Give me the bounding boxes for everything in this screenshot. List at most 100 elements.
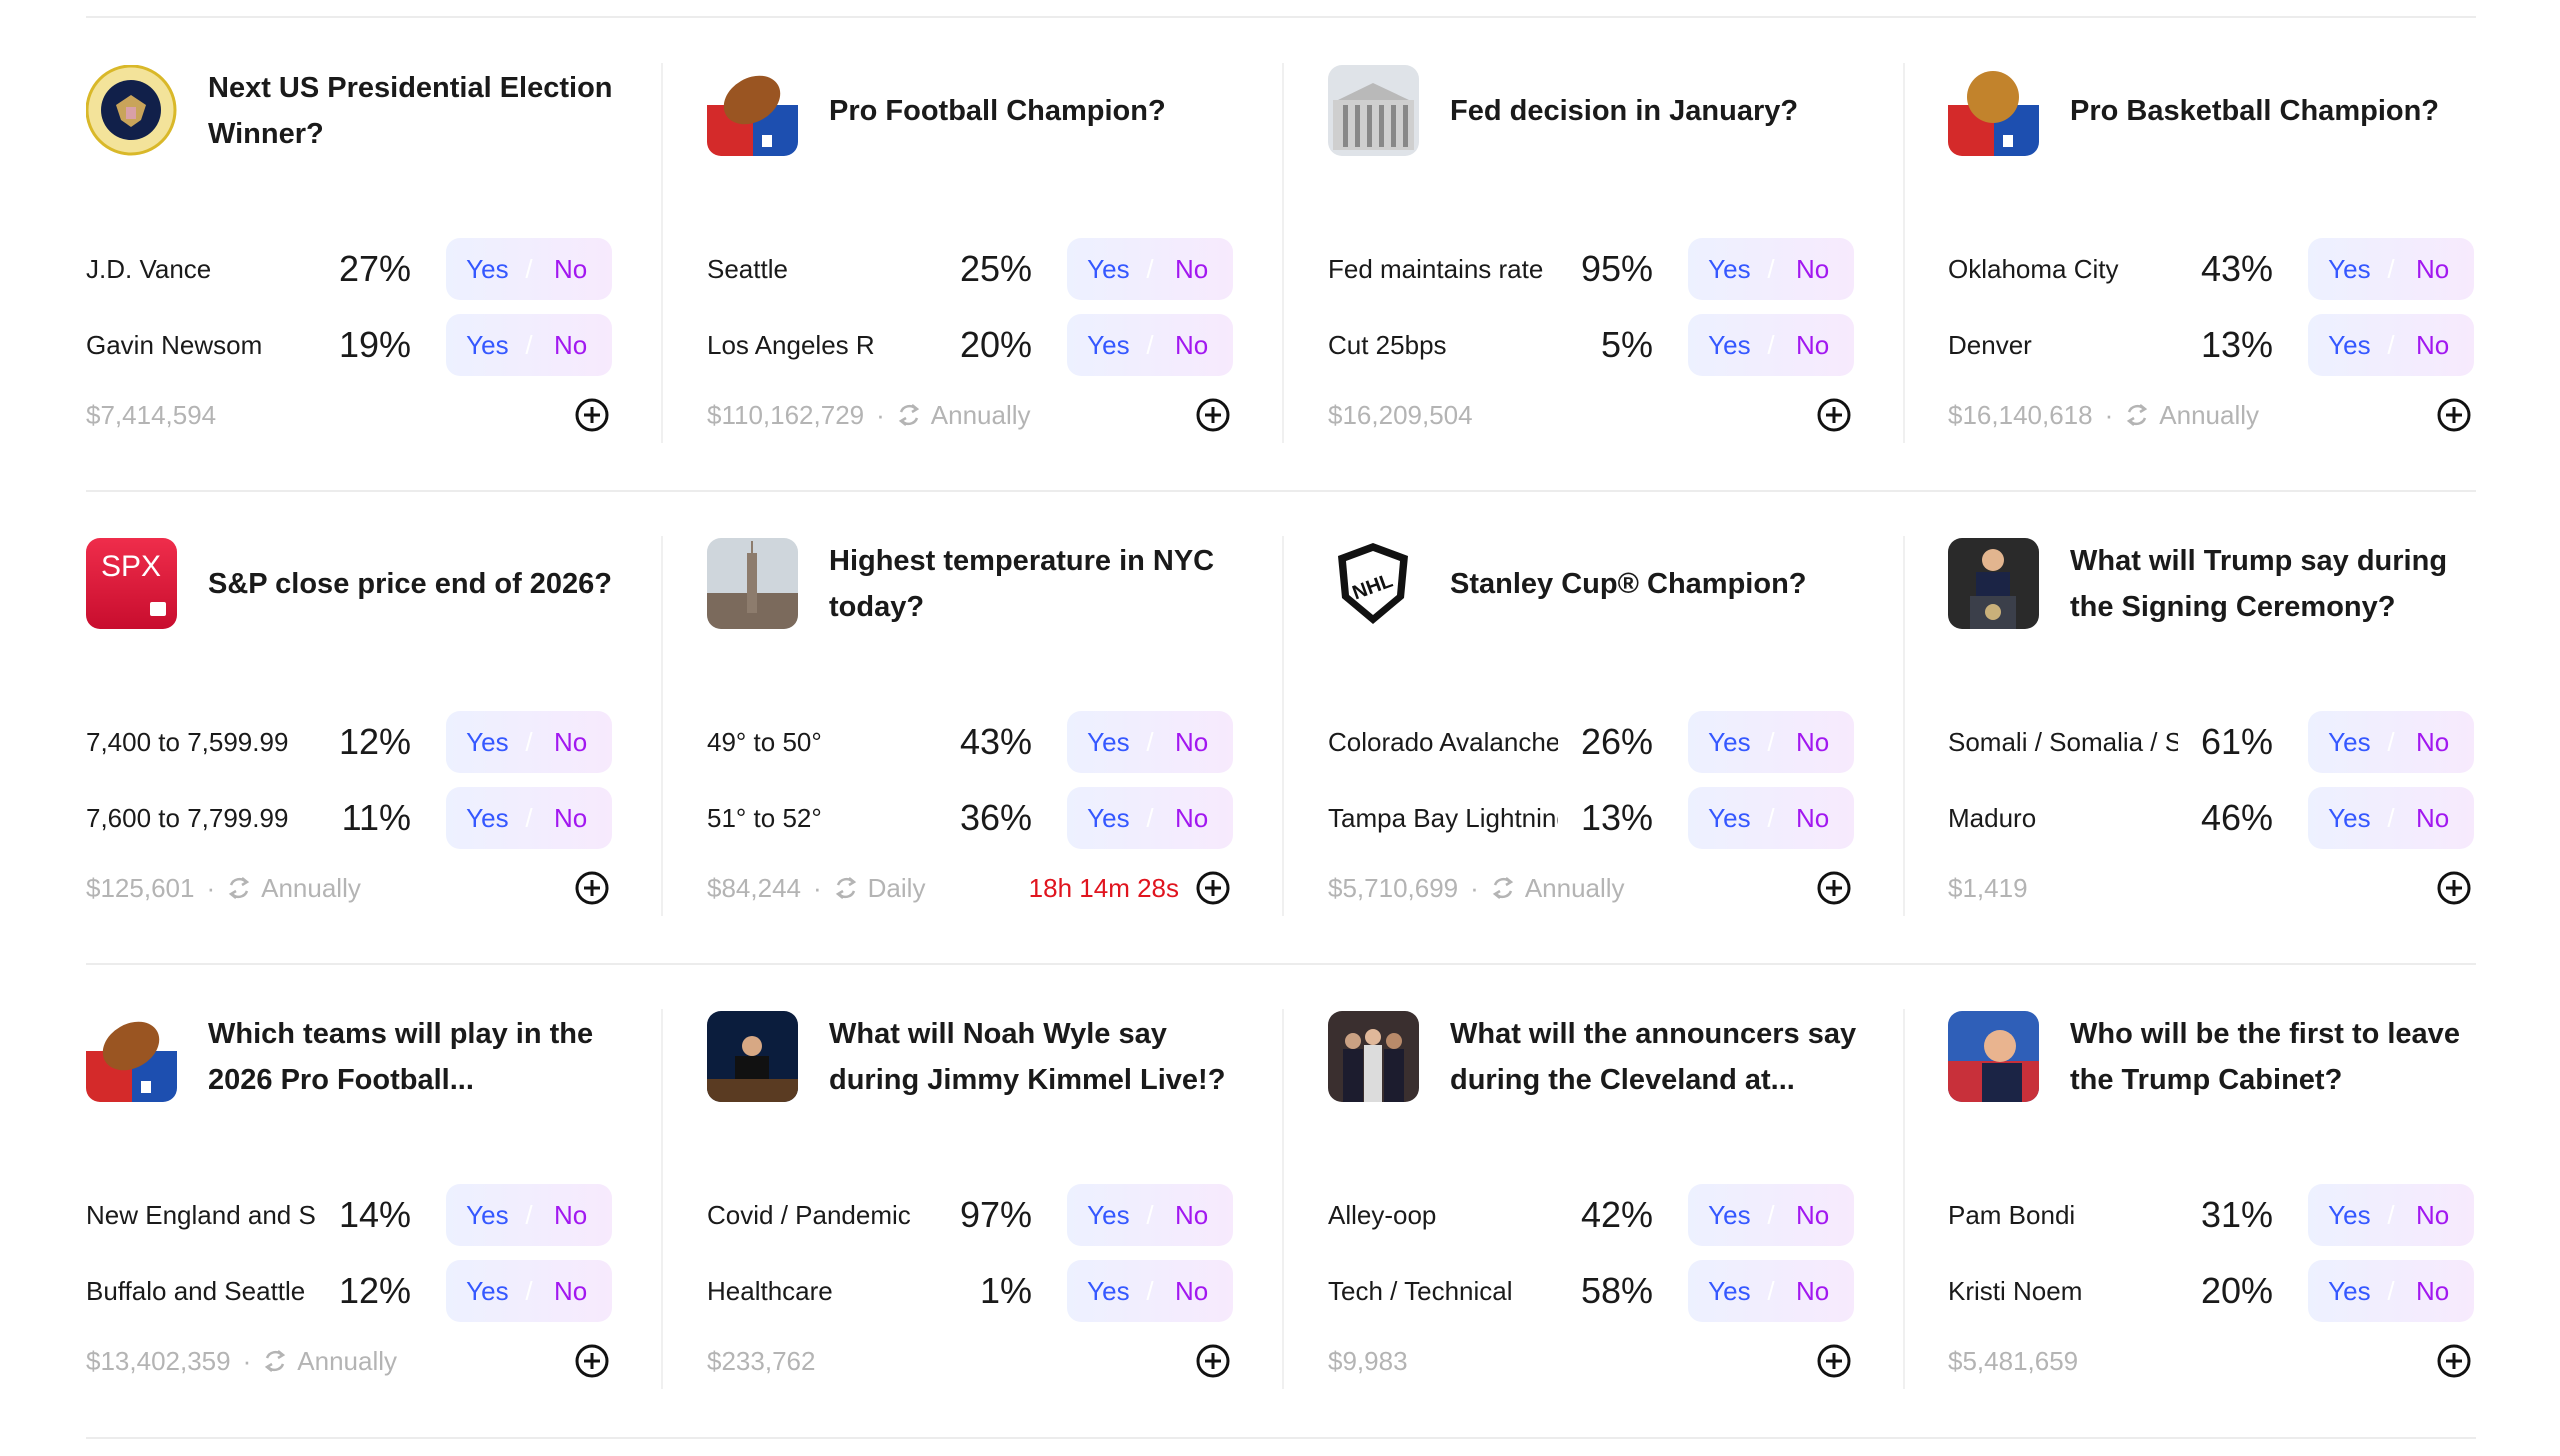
add-plus-icon[interactable]	[574, 870, 610, 906]
market-title[interactable]: What will the announcers say during the …	[1450, 1017, 1857, 1096]
no-button[interactable]: No	[553, 253, 588, 284]
market-card[interactable]: Who will be the first to leave the Trump…	[1948, 1011, 2478, 1411]
market-title[interactable]: Stanley Cup® Champion?	[1450, 567, 1807, 600]
market-card[interactable]: Pro Football Champion? Seattle 25% Yes / No Lo…	[707, 65, 1237, 465]
divider-slash: /	[2387, 1199, 2395, 1230]
add-plus-icon[interactable]	[2436, 870, 2472, 906]
market-title[interactable]: What will Trump say during the Signing C…	[2070, 544, 2448, 623]
no-button[interactable]: No	[553, 1275, 588, 1306]
yes-button[interactable]: Yes	[466, 802, 509, 833]
divider-slash: /	[1146, 1199, 1154, 1230]
yes-button[interactable]: Yes	[466, 726, 509, 757]
outcome-label: Buffalo and Seattle	[86, 1276, 306, 1306]
market-card[interactable]: Fed decision in January? Fed maintains ra…	[1328, 65, 1858, 465]
no-button[interactable]: No	[2415, 253, 2450, 284]
add-plus-icon[interactable]	[1195, 397, 1231, 433]
no-button[interactable]: No	[2415, 329, 2450, 360]
market-title[interactable]: Fed decision in January?	[1450, 94, 1799, 127]
yes-button[interactable]: Yes	[466, 253, 509, 284]
market-title[interactable]: What will Noah Wyle say during Jimmy Kim…	[829, 1017, 1226, 1096]
add-plus-icon[interactable]	[1816, 397, 1852, 433]
no-button[interactable]: No	[1174, 726, 1209, 757]
yes-button[interactable]: Yes	[1708, 1199, 1751, 1230]
yes-button[interactable]: Yes	[2328, 329, 2371, 360]
add-plus-icon[interactable]	[1195, 1343, 1231, 1379]
market-card[interactable]: What will the announcers say during the …	[1328, 1011, 1858, 1411]
no-button[interactable]: No	[2415, 802, 2450, 833]
market-title[interactable]: Next US Presidential Election Winner?	[208, 71, 613, 150]
no-button[interactable]: No	[2415, 1199, 2450, 1230]
no-button[interactable]: No	[2415, 1275, 2450, 1306]
no-button[interactable]: No	[2415, 726, 2450, 757]
outcome-label: Alley-oop	[1328, 1200, 1437, 1230]
add-plus-icon[interactable]	[1816, 1343, 1852, 1379]
add-plus-icon[interactable]	[574, 397, 610, 433]
yes-button[interactable]: Yes	[1087, 802, 1130, 833]
yes-button[interactable]: Yes	[1708, 726, 1751, 757]
add-plus-icon[interactable]	[2436, 397, 2472, 433]
outcome-probability: 46%	[2200, 797, 2273, 838]
market-card[interactable]: Pro Basketball Champion? Oklahoma City 43%…	[1948, 65, 2478, 465]
outcome-probability: 5%	[1600, 324, 1653, 365]
market-title[interactable]: Pro Football Champion?	[829, 94, 1166, 127]
divider-slash: /	[2387, 329, 2395, 360]
add-plus-icon[interactable]	[2436, 1343, 2472, 1379]
yes-button[interactable]: Yes	[1708, 253, 1751, 284]
yes-button[interactable]: Yes	[1087, 1275, 1130, 1306]
no-button[interactable]: No	[553, 329, 588, 360]
market-title[interactable]: Who will be the first to leave the Trump…	[2070, 1017, 2460, 1096]
no-button[interactable]: No	[1174, 253, 1209, 284]
yes-button[interactable]: Yes	[1087, 726, 1130, 757]
yes-button[interactable]: Yes	[466, 329, 509, 360]
no-button[interactable]: No	[553, 802, 588, 833]
no-button[interactable]: No	[1795, 726, 1830, 757]
no-button[interactable]: No	[1795, 1199, 1830, 1230]
add-plus-icon[interactable]	[574, 1343, 610, 1379]
yes-button[interactable]: Yes	[2328, 1199, 2371, 1230]
market-title[interactable]: S&P close price end of 2026?	[208, 567, 613, 600]
divider-slash: /	[1146, 802, 1154, 833]
yes-button[interactable]: Yes	[1087, 253, 1130, 284]
market-card[interactable]: SPX S&P close price end of 2026? 7,400 to …	[86, 538, 616, 938]
row-divider	[86, 16, 2476, 18]
outcome-row: Cut 25bps 5% Yes / No	[1328, 314, 1858, 376]
outcome-probability: 31%	[2200, 1194, 2273, 1235]
market-card[interactable]: Highest temperature in NYC today? 49° to …	[707, 538, 1237, 938]
yes-button[interactable]: Yes	[1087, 1199, 1130, 1230]
market-title[interactable]: Which teams will play in the 2026 Pro Fo…	[208, 1017, 594, 1096]
yes-button[interactable]: Yes	[466, 1199, 509, 1230]
yes-button[interactable]: Yes	[1708, 802, 1751, 833]
no-button[interactable]: No	[1174, 1199, 1209, 1230]
market-card[interactable]: What will Trump say during the Signing C…	[1948, 538, 2478, 938]
market-card[interactable]: Next US Presidential Election Winner? J.D…	[86, 65, 616, 465]
yes-no-toggle: Yes / No	[2308, 711, 2474, 773]
no-button[interactable]: No	[1795, 253, 1830, 284]
no-button[interactable]: No	[1795, 802, 1830, 833]
no-button[interactable]: No	[1174, 802, 1209, 833]
no-button[interactable]: No	[1795, 1275, 1830, 1306]
outcome-probability: 20%	[959, 324, 1032, 365]
no-button[interactable]: No	[553, 1199, 588, 1230]
yes-button[interactable]: Yes	[2328, 253, 2371, 284]
market-card[interactable]: Which teams will play in the 2026 Pro Fo…	[86, 1011, 616, 1411]
add-plus-icon[interactable]	[1195, 870, 1231, 906]
add-plus-icon[interactable]	[1816, 870, 1852, 906]
yes-button[interactable]: Yes	[466, 1275, 509, 1306]
yes-button[interactable]: Yes	[2328, 1275, 2371, 1306]
market-card[interactable]: What will Noah Wyle say during Jimmy Kim…	[707, 1011, 1237, 1411]
yes-button[interactable]: Yes	[2328, 802, 2371, 833]
yes-button[interactable]: Yes	[1087, 329, 1130, 360]
no-button[interactable]: No	[1795, 329, 1830, 360]
no-button[interactable]: No	[1174, 329, 1209, 360]
no-button[interactable]: No	[1174, 1275, 1209, 1306]
yes-button[interactable]: Yes	[1708, 329, 1751, 360]
yes-no-toggle: Yes / No	[2308, 787, 2474, 849]
no-button[interactable]: No	[553, 726, 588, 757]
outcome-label: J.D. Vance	[86, 254, 212, 284]
market-title[interactable]: Pro Basketball Champion?	[2070, 94, 2440, 127]
outcome-probability: 42%	[1580, 1194, 1653, 1235]
yes-button[interactable]: Yes	[2328, 726, 2371, 757]
market-title[interactable]: Highest temperature in NYC today?	[829, 544, 1215, 623]
yes-button[interactable]: Yes	[1708, 1275, 1751, 1306]
market-card[interactable]: NHL Stanley Cup® Champion? Colorado Avalan…	[1328, 538, 1858, 938]
